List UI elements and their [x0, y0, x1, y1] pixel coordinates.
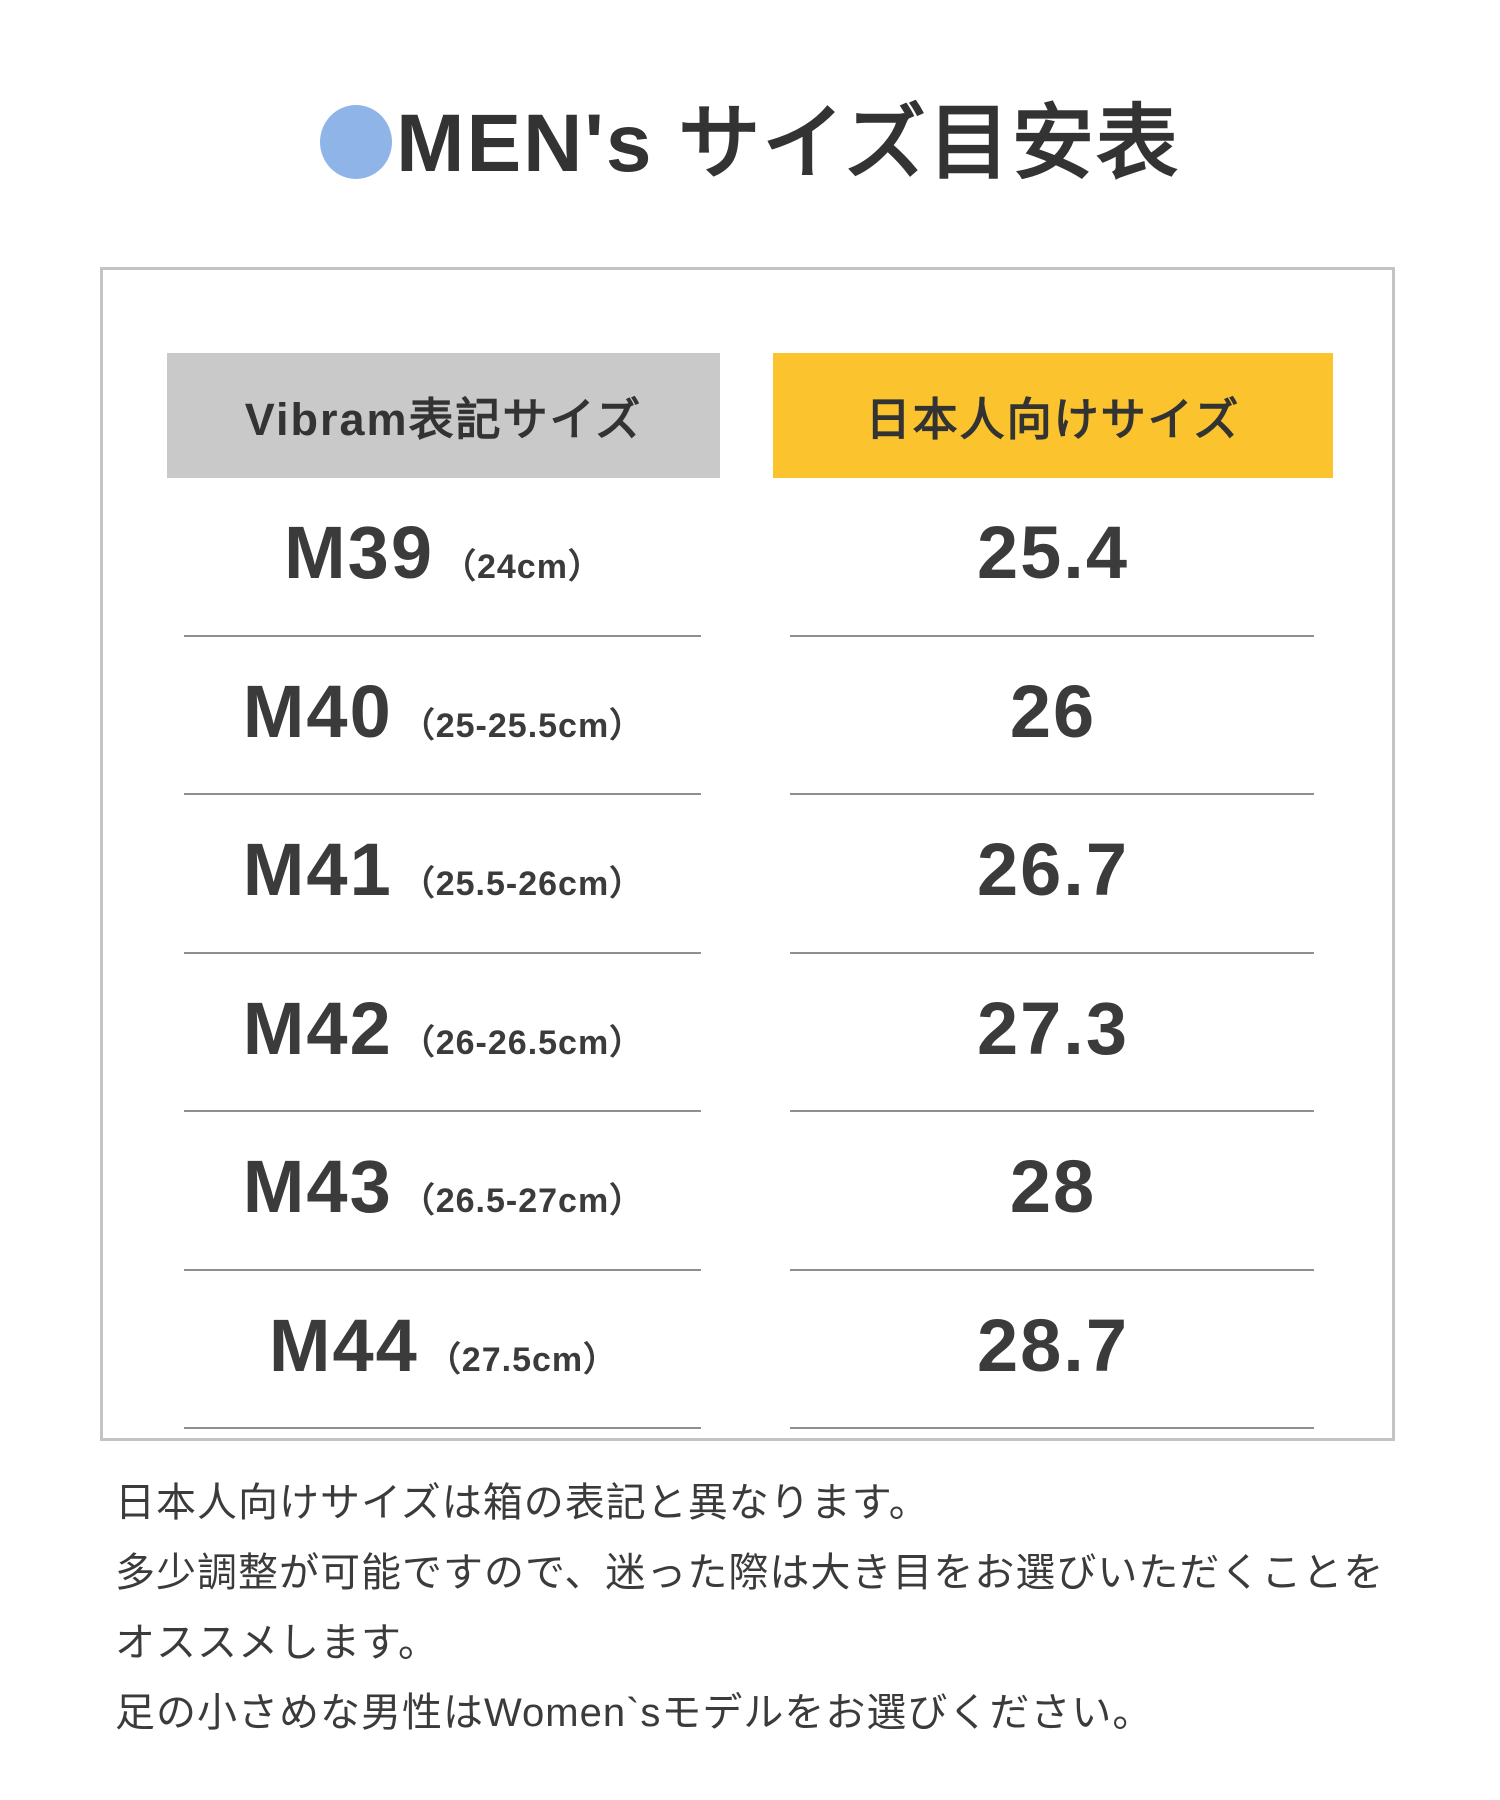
vibram-size-cm-range: （27.5cm） — [426, 1340, 619, 1379]
japan-size-cell: 27.3 — [773, 954, 1333, 1113]
japan-size-value: 26 — [1009, 669, 1097, 753]
vibram-size-label: M44 — [268, 1303, 419, 1387]
vibram-size-label: M39 — [284, 511, 434, 594]
japan-size-value: 25.4 — [976, 511, 1130, 594]
vibram-size-cell: M41 （25.5-26cm） — [167, 795, 720, 954]
japan-size-value: 28.7 — [976, 1303, 1130, 1387]
vibram-size-cell: M44 （27.5cm） — [167, 1271, 720, 1430]
column-header-vibram-size: Vibram表記サイズ — [167, 353, 720, 478]
note-line: オススメします。 — [115, 1621, 439, 1665]
vibram-size-label: M40 — [242, 669, 393, 753]
japan-size-cell: 28 — [773, 1112, 1333, 1271]
japan-size-cell: 25.4 — [773, 478, 1333, 637]
column-header-japan-size: 日本人向けサイズ — [773, 353, 1333, 478]
size-table: Vibram表記サイズ 日本人向けサイズ M39 （24cm） 25.4 M40 （… — [103, 270, 1392, 1429]
note-line: 多少調整が可能ですので、迷った際は大き目をお選びいただくことを — [115, 1551, 1385, 1595]
vibram-size-cell: M43 （26.5-27cm） — [167, 1112, 720, 1271]
japan-size-value: 27.3 — [976, 986, 1130, 1070]
vibram-size-cell: M39 （24cm） — [167, 478, 720, 637]
vibram-size-label: M41 — [242, 828, 393, 911]
japan-size-cell: 28.7 — [773, 1271, 1333, 1430]
japan-size-value: 28 — [1009, 1145, 1097, 1228]
vibram-size-cm-range: （26-26.5cm） — [400, 1023, 645, 1062]
page-title-text: MEN's サイズ目安表 — [396, 98, 1180, 189]
size-table-box: Vibram表記サイズ 日本人向けサイズ M39 （24cm） 25.4 M40 （… — [100, 267, 1395, 1441]
vibram-size-cm-range: （26.5-27cm） — [400, 1182, 645, 1220]
vibram-size-label: M42 — [242, 986, 393, 1070]
vibram-size-cm-range: （25-25.5cm） — [400, 706, 645, 745]
vibram-size-cm-range: （25.5-26cm） — [400, 865, 645, 903]
japan-size-cell: 26 — [773, 637, 1333, 796]
page-title: MEN's サイズ目安表 — [0, 76, 1500, 195]
note-line: 足の小さめな男性はWomen`sモデルをお選びください。 — [115, 1691, 1154, 1735]
japan-size-cell: 26.7 — [773, 795, 1333, 954]
vibram-size-cell: M40 （25-25.5cm） — [167, 637, 720, 796]
vibram-size-cm-range: （24cm） — [441, 548, 603, 586]
bullet-circle-icon — [320, 105, 393, 179]
note-line: 日本人向けサイズは箱の表記と異なります。 — [115, 1481, 930, 1525]
vibram-size-cell: M42 （26-26.5cm） — [167, 954, 720, 1113]
japan-size-value: 26.7 — [976, 828, 1130, 911]
size-notes: 日本人向けサイズは箱の表記と異なります。多少調整が可能ですので、迷った際は大き目… — [115, 1468, 1384, 1748]
vibram-size-label: M43 — [242, 1145, 393, 1228]
